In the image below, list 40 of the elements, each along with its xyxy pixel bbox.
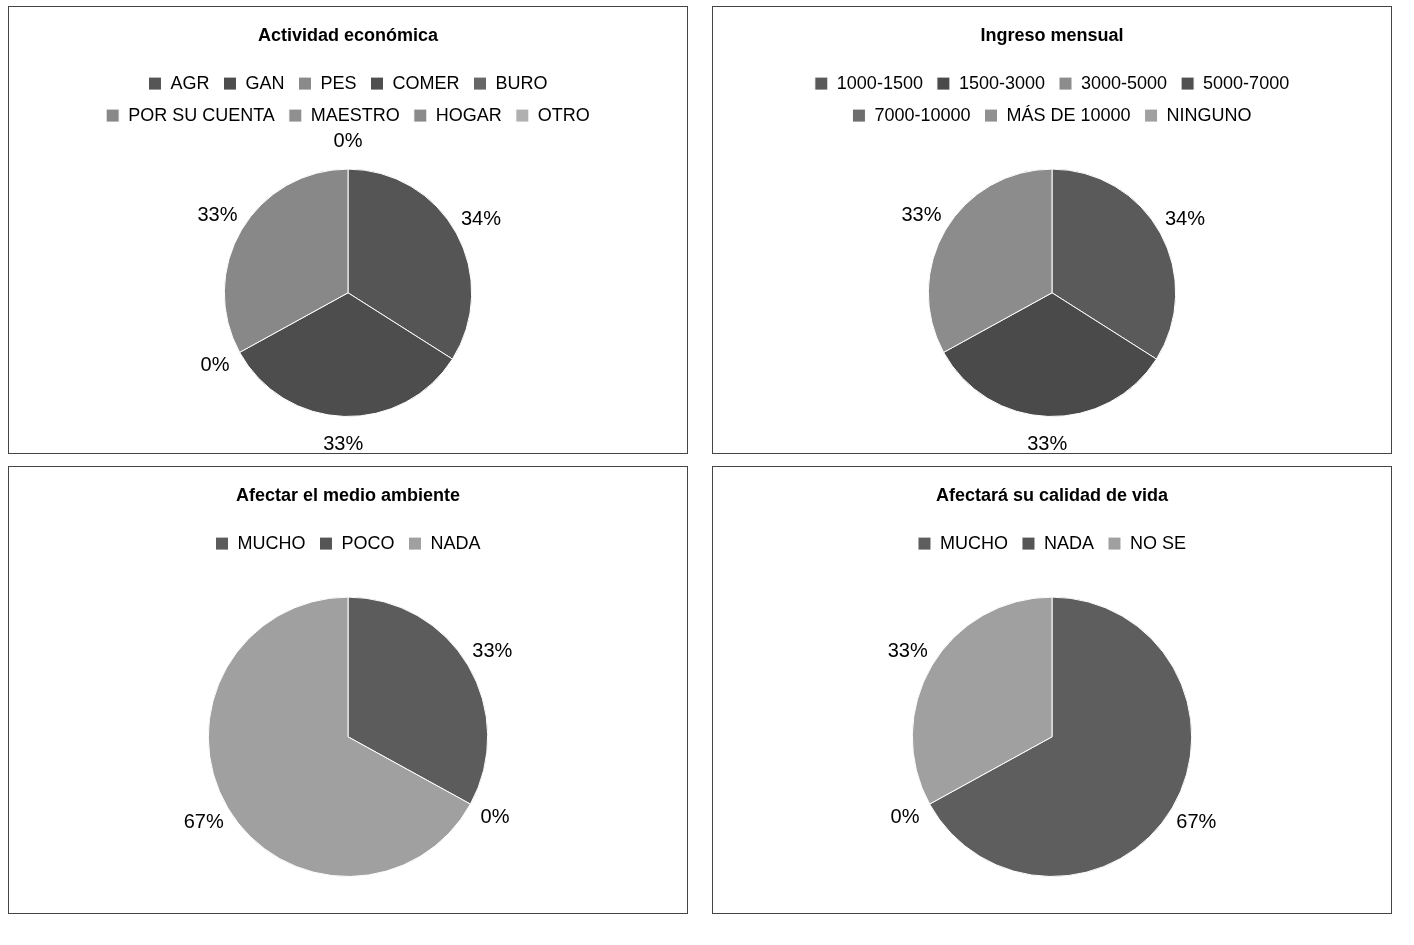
data-label: 33% [1027, 431, 1068, 454]
legend-label: 1000-1500 [836, 72, 923, 93]
text: 0% [200, 353, 230, 376]
legend-label: NADA [430, 532, 481, 553]
text: 0% [480, 805, 510, 828]
legend-label: OTRO [537, 104, 590, 125]
legend-label: POR SU CUENTA [128, 104, 275, 125]
data-label: 33% [901, 203, 942, 226]
legend-label: MÁS DE 10000 [1006, 104, 1131, 125]
data-label: 33% [887, 638, 928, 661]
legend-label: MAESTRO [310, 104, 400, 125]
legend-label: 5000-7000 [1203, 72, 1290, 93]
data-label: 34% [1164, 207, 1206, 230]
legend-label: 3000-5000 [1081, 72, 1168, 93]
legend-label: PES [320, 72, 357, 93]
legend-label: 7000-10000 [874, 104, 971, 125]
legend-label: NO SE [1129, 532, 1187, 553]
chart-title: Afectará su calidad de vida [935, 484, 1170, 505]
legend-label: POCO [341, 532, 395, 553]
chart-title: Ingreso mensual [980, 24, 1124, 45]
legend-label: 1500-3000 [958, 72, 1046, 93]
legend-label: COMER [392, 72, 460, 93]
chart-title: Actividad económica [257, 24, 440, 45]
legend-label: NINGUNO [1166, 104, 1252, 125]
legend-label: HOGAR [435, 104, 502, 125]
data-label: 33% [472, 638, 513, 661]
legend-label: BURO [495, 72, 548, 93]
chart-title: Afectar el medio ambiente [235, 484, 461, 505]
legend-label: GAN [245, 72, 285, 93]
data-label: 67% [183, 809, 224, 832]
data-label: 67% [1176, 809, 1217, 832]
data-label: 34% [460, 207, 502, 230]
legend-label: AGR [170, 72, 210, 93]
legend-label: MUCHO [939, 532, 1008, 553]
data-label: 33% [197, 203, 238, 226]
legend-label: NADA [1043, 532, 1094, 553]
text: 0% [890, 805, 920, 828]
legend-label: MUCHO [237, 532, 306, 553]
text: 0% [333, 128, 363, 151]
data-label: 33% [323, 431, 364, 454]
